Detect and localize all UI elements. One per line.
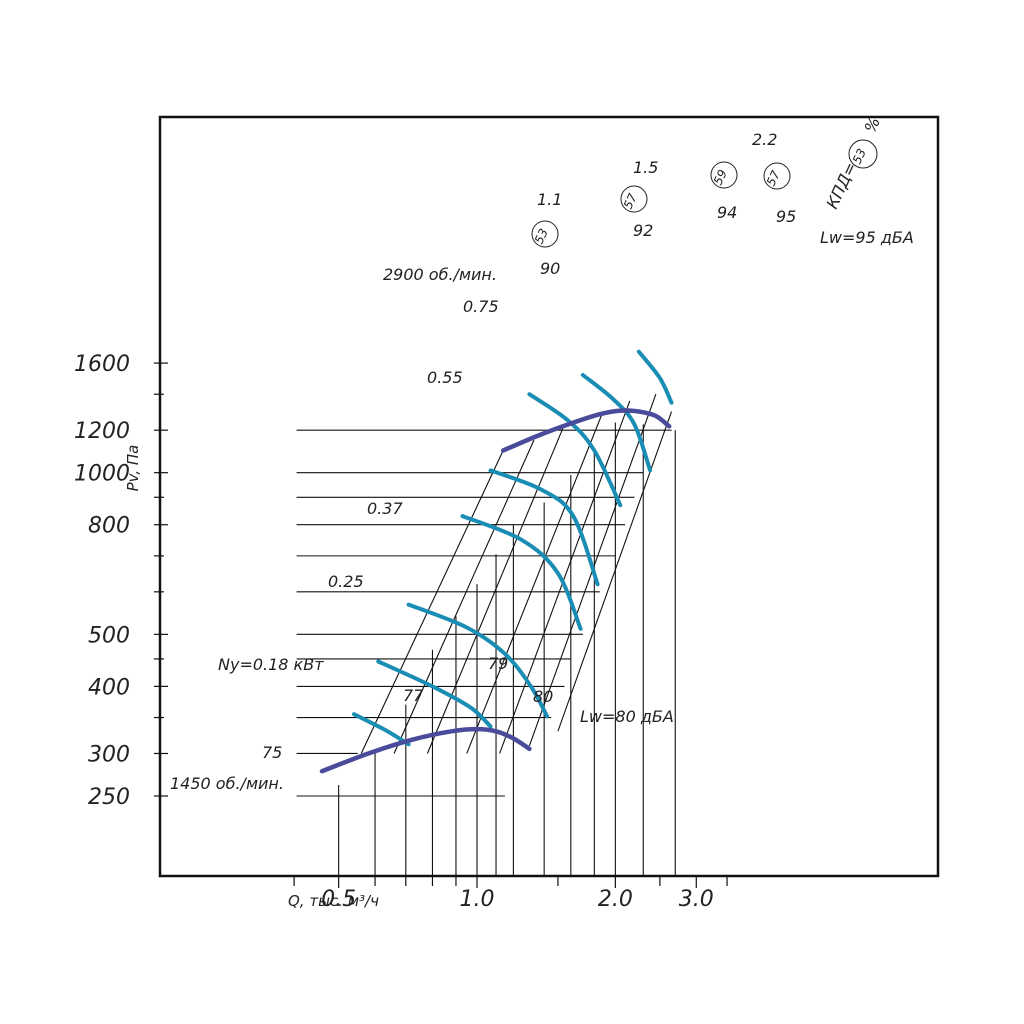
power-label: 0.75	[463, 297, 499, 316]
efficiency-marker-value: 57	[621, 191, 640, 211]
speed-curve	[500, 408, 672, 453]
efficiency-diagonal	[466, 411, 604, 754]
efficiency-label: КПД=	[822, 159, 860, 212]
y-tick-label: 1000	[74, 462, 130, 487]
speed-label-1450: 1450 об./мин.	[170, 774, 284, 793]
x-tick-label: 1.0	[460, 887, 495, 912]
efficiency-value-circle	[848, 139, 878, 169]
power-curve	[352, 712, 411, 747]
efficiency-diagonal	[499, 400, 631, 754]
power-label: 0.55	[427, 368, 463, 387]
plot-frame	[158, 115, 940, 878]
efficiency-diagonal	[360, 450, 504, 754]
efficiency-marker-circle	[710, 161, 738, 189]
grid-lines	[296, 394, 676, 876]
efficiency-marker-value: 57	[764, 168, 783, 188]
power-label: 0.37	[367, 499, 403, 518]
power-curve	[636, 349, 674, 405]
x-axis-label: Q, тыс. м³/ч	[288, 892, 379, 910]
y-tick-label: 500	[88, 623, 130, 648]
efficiency-diagonal	[557, 411, 673, 732]
power-label: 0.25	[328, 572, 364, 591]
power-label: Ny=0.18 кВт	[218, 655, 324, 674]
x-tick-label: 2.0	[598, 887, 633, 912]
power-curve	[527, 392, 623, 508]
lw-label-high: Lw=95 дБА	[820, 228, 914, 247]
noise-label: 77	[403, 686, 424, 705]
y-tick-label: 300	[88, 742, 130, 767]
power-curve	[488, 468, 600, 587]
axis-ticks	[154, 362, 728, 888]
x-tick-label: 0.5	[321, 887, 356, 912]
noise-label: 94	[717, 203, 737, 222]
power-curve	[580, 373, 653, 473]
efficiency-marker-circle	[531, 220, 559, 248]
y-tick-label: 250	[88, 785, 130, 810]
y-tick-label: 800	[88, 514, 130, 539]
power-label: 2.2	[752, 130, 777, 149]
y-tick-label: 400	[88, 675, 130, 700]
y-axis-label: Pv, Па	[124, 445, 142, 492]
power-curve	[460, 514, 583, 631]
lw-label-low: Lw=80 дБА	[580, 707, 674, 726]
noise-label: 75	[262, 743, 282, 762]
efficiency-marker-circle	[763, 162, 791, 190]
power-label: 1.5	[633, 158, 658, 177]
power-curve	[376, 659, 493, 729]
power-label: 1.1	[537, 190, 562, 209]
noise-label: 90	[540, 259, 560, 278]
efficiency-value: 53	[850, 146, 869, 166]
noise-label: 79	[488, 654, 508, 673]
efficiency-diagonal	[426, 424, 565, 754]
efficiency-marker-value: 53	[532, 226, 551, 246]
annotations: 250 300 400 500 800 1000 1200 1600 0.5 1.0 2.0 3.0 N…	[74, 114, 914, 912]
noise-label: 92	[633, 221, 653, 240]
power-curve	[406, 602, 549, 719]
y-tick-label: 1600	[74, 352, 130, 377]
efficiency-unit: %	[860, 114, 884, 136]
speed-curve	[319, 726, 532, 774]
efficiency-marker-value: 59	[711, 167, 730, 187]
efficiency-diagonal	[393, 439, 535, 754]
noise-label: 80	[533, 687, 553, 706]
speed-label-2900: 2900 об./мин.	[383, 265, 497, 284]
efficiency-marker-circle	[620, 185, 648, 213]
noise-label: 95	[776, 207, 796, 226]
curves	[319, 349, 674, 774]
x-tick-label: 3.0	[679, 887, 714, 912]
y-tick-label: 1200	[74, 419, 130, 444]
